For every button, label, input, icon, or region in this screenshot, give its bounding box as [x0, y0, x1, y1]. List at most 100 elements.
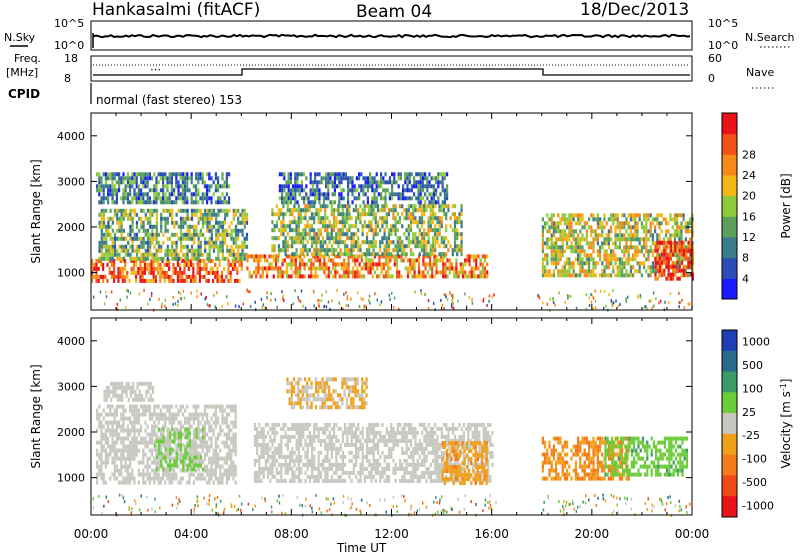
echo-cell — [146, 180, 149, 185]
echo-cell — [177, 172, 180, 177]
echo-cell — [296, 266, 300, 271]
echo-cell — [160, 244, 163, 249]
echo-cell — [103, 393, 106, 398]
echo-cell — [144, 464, 147, 469]
echo-cell — [115, 432, 118, 437]
echo-cell — [145, 393, 148, 398]
echo-cell — [649, 225, 652, 230]
echo-cell — [111, 228, 114, 233]
echo-cell — [186, 463, 189, 468]
echo-cell — [429, 244, 432, 249]
echo-cell — [377, 184, 380, 189]
echo-cell — [616, 217, 619, 222]
echo-cell — [349, 176, 352, 181]
echo-cell — [157, 460, 160, 465]
scatter-cell — [213, 293, 215, 297]
echo-cell — [177, 452, 180, 457]
echo-cell — [135, 248, 139, 253]
echo-cell — [285, 262, 289, 267]
echo-cell — [100, 428, 103, 433]
echo-cell — [195, 412, 198, 417]
echo-cell — [676, 244, 679, 249]
echo-cell — [121, 393, 124, 398]
echo-cell — [380, 254, 383, 259]
echo-cell — [403, 232, 406, 237]
echo-cell — [111, 460, 114, 465]
echo-cell — [212, 248, 216, 253]
echo-cell — [198, 278, 201, 283]
echo-cell — [182, 443, 185, 448]
echo-cell — [137, 172, 140, 177]
echo-cell — [100, 176, 103, 181]
echo-cell — [317, 208, 320, 213]
echo-cell — [221, 192, 224, 197]
echo-cell — [190, 424, 193, 429]
echo-cell — [412, 232, 415, 237]
echo-cell — [413, 270, 416, 275]
echo-cell — [109, 244, 112, 249]
scatter-cell — [639, 293, 642, 297]
echo-cell — [214, 468, 217, 473]
echo-cell — [108, 266, 111, 271]
echo-cell — [358, 270, 361, 275]
echo-cell — [100, 456, 103, 461]
echo-cell — [306, 220, 309, 225]
echo-cell — [135, 212, 139, 217]
echo-cell — [625, 269, 628, 274]
beam-title: Beam 04 — [356, 2, 432, 22]
echo-cell — [184, 200, 187, 205]
scatter-cell — [281, 290, 283, 294]
echo-cell — [107, 460, 110, 465]
scatter-cell — [652, 291, 655, 295]
echo-cell — [433, 262, 436, 267]
echo-cell — [243, 208, 246, 213]
echo-cell — [212, 428, 215, 433]
echo-cell — [311, 200, 314, 205]
echo-cell — [448, 258, 451, 263]
echo-cell — [116, 385, 119, 390]
scatter-cell — [179, 296, 181, 300]
echo-cell — [647, 273, 650, 278]
echo-cell — [362, 274, 366, 279]
echo-cell — [146, 192, 149, 197]
echo-cell — [100, 228, 103, 233]
echo-cell — [607, 261, 610, 266]
echo-cell — [290, 262, 293, 267]
echo-cell — [651, 241, 654, 246]
echo-cell — [179, 408, 182, 413]
echo-cell — [217, 464, 220, 469]
echo-cell — [230, 472, 233, 477]
echo-cell — [149, 393, 152, 398]
echo-cell — [188, 416, 191, 421]
echo-cell — [437, 184, 440, 189]
echo-cell — [645, 213, 648, 218]
echo-cell — [140, 200, 143, 205]
echo-cell — [636, 213, 639, 218]
echo-cell — [98, 220, 101, 225]
echo-cell — [214, 262, 217, 267]
echo-cell — [387, 266, 390, 271]
echo-cell — [442, 236, 446, 241]
echo-cell — [340, 196, 343, 201]
echo-cell — [234, 468, 237, 473]
echo-cell — [643, 245, 646, 250]
echo-cell — [442, 252, 446, 257]
echo-cell — [332, 240, 336, 245]
scatter-cell — [343, 292, 345, 296]
echo-cell — [328, 220, 331, 225]
echo-cell — [429, 204, 432, 209]
echo-cell — [287, 196, 290, 201]
echo-cell — [680, 244, 683, 249]
echo-cell — [237, 256, 240, 261]
echo-cell — [431, 270, 434, 275]
echo-cell — [96, 412, 99, 417]
echo-cell — [150, 266, 153, 271]
echo-cell — [397, 196, 400, 201]
echo-cell — [162, 443, 165, 448]
echo-cell — [405, 228, 408, 233]
echo-cell — [402, 196, 405, 201]
echo-cell — [383, 244, 386, 249]
echo-cell — [374, 228, 377, 233]
echo-cell — [100, 252, 103, 257]
echo-cell — [632, 245, 635, 250]
